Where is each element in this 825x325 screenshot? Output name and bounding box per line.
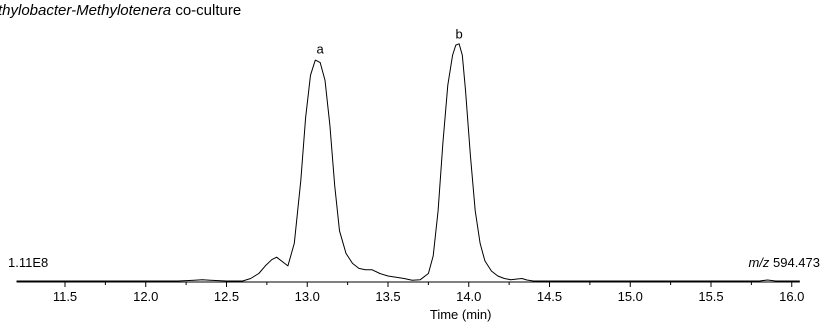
peak-label: b — [455, 27, 462, 42]
intensity-label: 1.11E8 — [8, 255, 48, 270]
mz-label: m/z 594.473 — [748, 255, 820, 270]
x-axis-label: Time (min) — [430, 307, 492, 322]
x-tick-label: 13.0 — [295, 289, 320, 304]
x-tick-label: 15.0 — [618, 289, 643, 304]
chart-title: thylobacter-Methylotenera co-culture — [0, 2, 241, 19]
chart-title-rest: co-culture — [171, 2, 241, 19]
chromatogram-trace — [16, 43, 800, 282]
x-tick-label: 15.5 — [698, 289, 723, 304]
x-tick-label: 11.5 — [53, 289, 77, 304]
x-ticks: 11.5 12.0 12.5 13.0 13.5 14.0 14.5 15.0 15.5 16.0 — [53, 282, 804, 304]
peak-label: a — [317, 42, 325, 57]
x-tick-label: 12.5 — [214, 289, 239, 304]
x-tick-label: 13.5 — [375, 289, 400, 304]
x-tick-label: 14.0 — [456, 289, 481, 304]
x-tick-label: 12.0 — [133, 289, 158, 304]
plot-area: ab — [16, 27, 800, 282]
x-tick-label: 16.0 — [779, 289, 804, 304]
mz-prefix: m/z — [748, 255, 769, 270]
x-tick-label: 14.5 — [537, 289, 562, 304]
mz-value: 594.473 — [769, 255, 820, 270]
chart-title-italic: thylobacter-Methylotenera — [0, 2, 171, 19]
